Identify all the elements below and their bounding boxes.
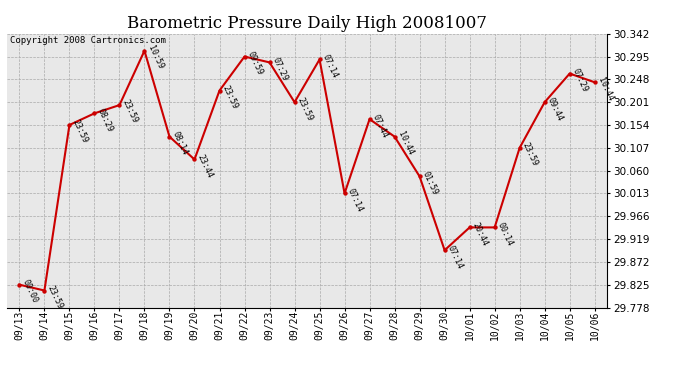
Point: [514, 145, 525, 151]
Point: [39, 288, 50, 294]
Text: Copyright 2008 Cartronics.com: Copyright 2008 Cartronics.com: [10, 36, 166, 45]
Text: 07:29: 07:29: [571, 67, 590, 93]
Point: [314, 57, 325, 63]
Text: 07:14: 07:14: [346, 187, 365, 213]
Point: [139, 48, 150, 54]
Point: [114, 102, 125, 108]
Text: 07:14: 07:14: [446, 244, 465, 270]
Point: [364, 116, 375, 122]
Point: [589, 79, 600, 85]
Text: 00:00: 00:00: [21, 278, 39, 304]
Text: 23:59: 23:59: [121, 99, 139, 125]
Point: [439, 247, 450, 253]
Text: 08:14: 08:14: [171, 130, 190, 156]
Point: [339, 190, 350, 196]
Text: 01:59: 01:59: [421, 170, 440, 196]
Text: 23:59: 23:59: [46, 284, 65, 310]
Text: 23:59: 23:59: [521, 141, 540, 168]
Point: [64, 122, 75, 128]
Text: 09:59: 09:59: [246, 50, 265, 76]
Text: 23:59: 23:59: [71, 118, 90, 145]
Point: [164, 134, 175, 140]
Text: 07:29: 07:29: [271, 56, 290, 82]
Point: [89, 110, 100, 116]
Text: 20:44: 20:44: [471, 221, 490, 247]
Text: 23:44: 23:44: [196, 153, 215, 179]
Point: [14, 282, 25, 288]
Point: [464, 224, 475, 230]
Text: 10:59: 10:59: [146, 44, 165, 70]
Point: [414, 174, 425, 180]
Title: Barometric Pressure Daily High 20081007: Barometric Pressure Daily High 20081007: [127, 15, 487, 32]
Text: 10:44: 10:44: [396, 130, 415, 156]
Point: [289, 99, 300, 105]
Text: 07:14: 07:14: [321, 53, 339, 80]
Text: 07:44: 07:44: [371, 112, 390, 139]
Point: [189, 156, 200, 162]
Text: 10:44: 10:44: [596, 76, 615, 102]
Point: [239, 54, 250, 60]
Point: [389, 134, 400, 140]
Text: 23:59: 23:59: [296, 96, 315, 122]
Point: [489, 224, 500, 230]
Point: [264, 59, 275, 65]
Text: 08:29: 08:29: [96, 107, 115, 133]
Point: [564, 70, 575, 76]
Point: [539, 99, 550, 105]
Text: 23:59: 23:59: [221, 84, 239, 110]
Text: 09:44: 09:44: [546, 96, 565, 122]
Text: 00:14: 00:14: [496, 221, 515, 247]
Point: [214, 87, 225, 93]
